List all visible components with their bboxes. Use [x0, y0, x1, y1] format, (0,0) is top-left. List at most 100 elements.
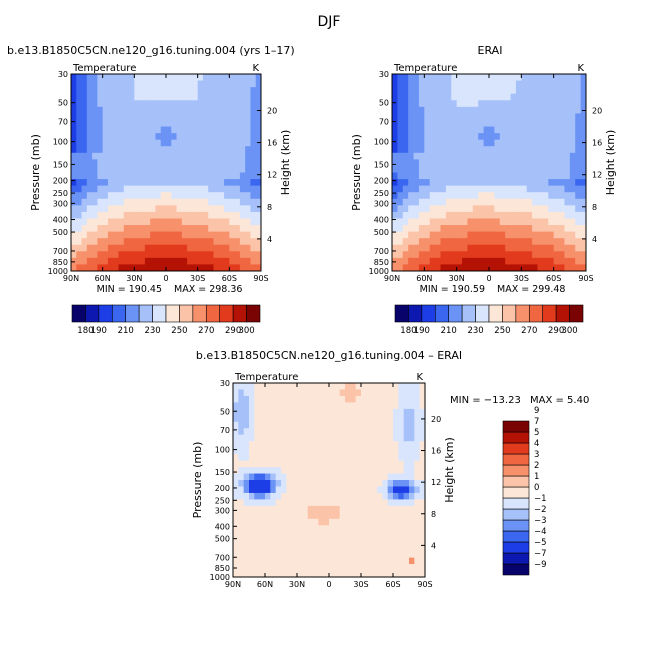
heatmap-cell	[239, 100, 246, 108]
heatmap-cell	[234, 244, 241, 252]
heatmap-cell	[526, 119, 533, 127]
heatmap-cell	[537, 113, 544, 121]
heatmap-cell	[387, 564, 394, 571]
heatmap-cell	[250, 231, 257, 239]
heatmap-cell	[233, 447, 239, 455]
heatmap-cell	[281, 499, 287, 507]
heatmap-cell	[318, 434, 325, 442]
heatmap-cell	[270, 486, 277, 494]
heatmap-cell	[259, 486, 266, 494]
colorbar-label: 1	[534, 472, 539, 482]
heatmap-cell	[345, 421, 351, 429]
heatmap-cell	[139, 198, 146, 206]
heatmap-cell	[318, 538, 325, 546]
heatmap-cell	[224, 231, 230, 239]
heatmap-cell	[334, 389, 341, 397]
heatmap-cell	[134, 231, 141, 239]
heatmap-cell	[123, 257, 130, 265]
heatmap-cell	[259, 447, 266, 455]
heatmap-cell	[318, 447, 325, 455]
heatmap-cell	[224, 257, 230, 265]
heatmap-cell	[548, 185, 555, 193]
colorbar-label: 180	[77, 326, 93, 336]
heatmap-cell	[129, 211, 135, 219]
heatmap-cell	[472, 152, 479, 160]
heatmap-cell	[483, 133, 490, 141]
heatmap-cell	[265, 564, 271, 571]
heatmap-cell	[171, 126, 177, 134]
heatmap-cell	[150, 133, 156, 141]
heatmap-cell	[532, 113, 538, 121]
heatmap-cell	[254, 441, 261, 449]
heatmap-cell	[71, 87, 77, 95]
heatmap-cell	[233, 551, 239, 558]
heatmap-cell	[129, 139, 135, 147]
heatmap-cell	[71, 179, 77, 187]
heatmap-cell	[113, 146, 119, 154]
heatmap-cell	[429, 113, 436, 121]
heatmap-cell	[510, 159, 517, 167]
heatmap-cell	[424, 218, 431, 226]
heatmap-cell	[445, 119, 452, 127]
heatmap-cell	[393, 389, 399, 397]
heatmap-cell	[483, 100, 490, 108]
heatmap-cell	[424, 133, 431, 141]
heatmap-cell	[139, 211, 146, 219]
heatmap-cell	[233, 428, 239, 436]
heatmap-cell	[107, 146, 114, 154]
heatmap-cell	[255, 231, 262, 239]
heatmap-cell	[107, 165, 114, 173]
heatmap-cell	[281, 473, 287, 481]
heatmap-cell	[467, 205, 474, 213]
heatmap-cell	[249, 415, 255, 423]
heatmap-cell	[239, 185, 246, 193]
heatmap-cell	[123, 146, 130, 154]
heatmap-cell	[291, 512, 298, 520]
heatmap-cell	[387, 473, 394, 481]
heatmap-cell	[429, 179, 436, 187]
heatmap-cell	[435, 251, 441, 259]
heatmap-cell	[166, 257, 172, 265]
heatmap-cell	[313, 408, 319, 416]
heatmap-cell	[302, 557, 309, 565]
heatmap-cell	[171, 159, 177, 167]
heatmap-cell	[483, 126, 490, 134]
heatmap-cell	[408, 159, 414, 167]
heatmap-cell	[435, 231, 441, 239]
heatmap-cell	[419, 544, 426, 552]
heatmap-cell	[451, 165, 458, 173]
heatmap-cell	[413, 146, 420, 154]
heatmap-cell	[569, 80, 576, 88]
heatmap-cell	[218, 93, 225, 101]
heatmap-cell	[494, 74, 501, 81]
heatmap-cell	[559, 119, 565, 127]
heatmap-cell	[118, 211, 125, 219]
heatmap-cell	[499, 192, 506, 200]
heatmap-cell	[451, 231, 458, 239]
max-label: MAX = 299.48	[497, 284, 565, 295]
heatmap-cell	[398, 512, 405, 520]
heatmap-cell	[526, 218, 533, 226]
heatmap-cell	[229, 172, 236, 180]
heatmap-cell	[537, 218, 544, 226]
heatmap-cell	[377, 467, 383, 474]
heatmap-cell	[307, 486, 314, 494]
heatmap-cell	[238, 383, 245, 390]
heatmap-cell	[286, 564, 293, 571]
heatmap-cell	[521, 244, 528, 252]
heatmap-cell	[144, 172, 151, 180]
heatmap-cell	[202, 225, 209, 232]
heatmap-cell	[76, 211, 82, 219]
heatmap-cell	[254, 460, 261, 468]
heatmap-cell	[382, 460, 389, 468]
heatmap-cell	[134, 238, 141, 246]
y-axis-label: Pressure (mb)	[350, 134, 363, 211]
heatmap-cell	[510, 211, 517, 219]
heatmap-cell	[245, 152, 251, 160]
heatmap-cell	[440, 74, 447, 81]
heatmap-cell	[478, 198, 485, 206]
heatmap-cell	[521, 257, 528, 265]
heatmap-cell	[81, 172, 88, 180]
heatmap-cell	[402, 113, 409, 121]
heatmap-cell	[213, 218, 220, 226]
